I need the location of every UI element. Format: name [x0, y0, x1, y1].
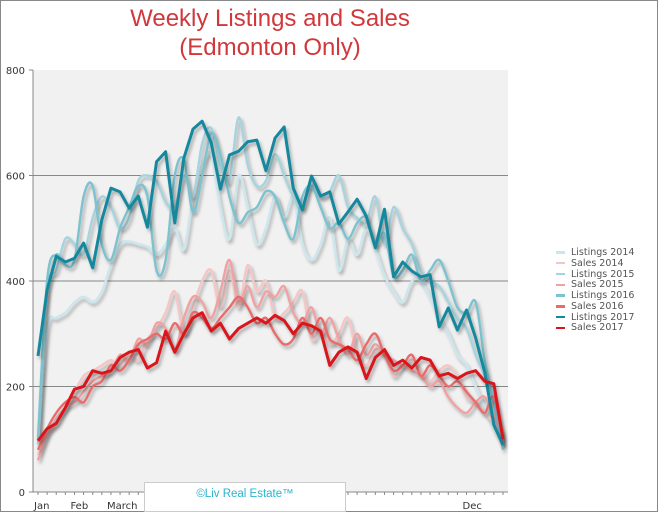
legend: Listings 2014 Sales 2014 Listings 2015 Sale… — [556, 247, 634, 333]
x-tick-label: Feb — [70, 501, 88, 512]
series-line-listings-2014 — [36, 150, 505, 446]
watermark: ©Liv Real Estate™ — [144, 482, 346, 512]
legend-label: Listings 2017 — [571, 311, 635, 323]
x-tick-label: Jan — [33, 501, 49, 512]
legend-swatch — [556, 272, 565, 276]
legend-swatch — [556, 326, 565, 330]
legend-label: Listings 2014 — [571, 246, 635, 258]
legend-label: Sales 2016 — [571, 300, 624, 312]
x-tick-label: March — [107, 501, 137, 512]
legend-swatch — [556, 251, 565, 254]
series-line-listings-2017 — [36, 119, 505, 446]
legend-item: Listings 2016 — [556, 290, 634, 301]
series-line-sales-2016 — [36, 295, 505, 451]
x-tick-label: Dec — [463, 501, 482, 512]
legend-item: Listings 2015 — [556, 269, 634, 280]
y-tick-label: 600 — [6, 172, 25, 183]
y-tick-label: 400 — [6, 277, 25, 288]
legend-item: Sales 2017 — [556, 322, 634, 334]
chart-title-line-1: Weekly Listings and Sales — [130, 5, 410, 32]
legend-label: Sales 2015 — [571, 279, 624, 291]
legend-swatch — [556, 305, 565, 308]
chart-title-line-2: (Edmonton Only) — [179, 34, 361, 61]
series-line-sales-2017 — [36, 311, 505, 442]
legend-swatch — [556, 315, 565, 319]
legend-label: Sales 2014 — [571, 257, 624, 269]
legend-item: Sales 2015 — [556, 279, 634, 290]
legend-item: Listings 2017 — [556, 312, 634, 323]
legend-item: Sales 2016 — [556, 301, 634, 312]
legend-swatch — [556, 261, 565, 265]
legend-item: Sales 2014 — [556, 258, 634, 269]
legend-label: Sales 2017 — [571, 322, 624, 334]
series-line-listings-2016 — [36, 131, 505, 451]
legend-swatch — [556, 283, 565, 287]
legend-item: Listings 2014 — [556, 247, 634, 258]
y-tick-label: 0 — [19, 488, 25, 499]
y-tick-label: 200 — [6, 383, 25, 394]
y-tick-label: 800 — [6, 66, 25, 77]
legend-label: Listings 2016 — [571, 290, 635, 302]
legend-label: Listings 2015 — [571, 268, 635, 280]
legend-swatch — [556, 294, 565, 297]
